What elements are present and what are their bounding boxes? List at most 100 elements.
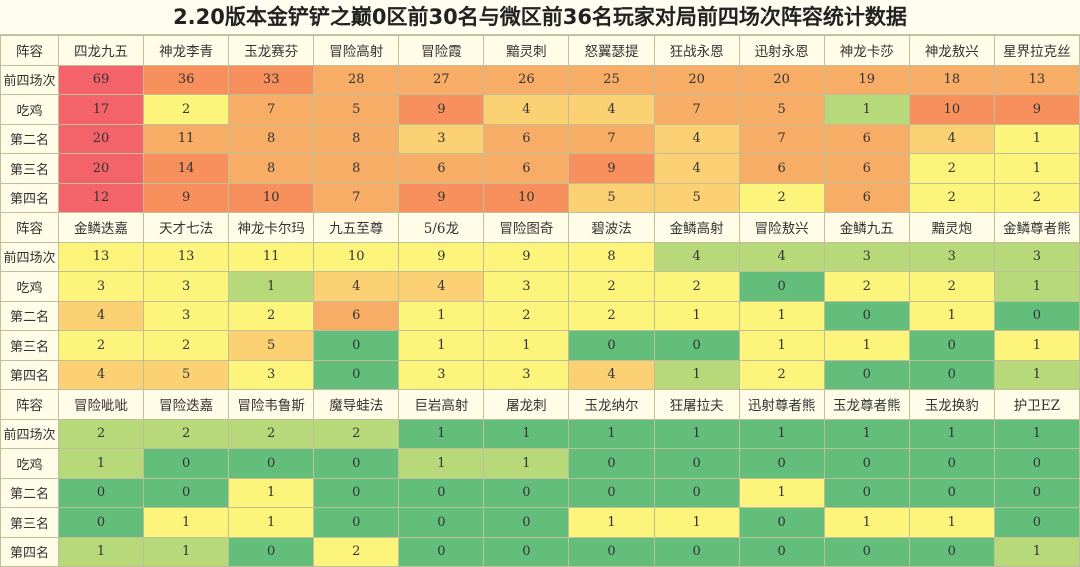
stat-cell: 20 — [57, 123, 145, 154]
stat-cell: 13 — [993, 64, 1080, 95]
stat-cell: 1 — [993, 271, 1080, 302]
stat-cell: 0 — [398, 536, 485, 567]
table-row: 前四场次 13 13 11 10 9 9 8 4 4 3 3 3 — [0, 241, 1080, 272]
stat-cell: 25 — [568, 64, 655, 95]
stat-cell: 1 — [228, 477, 315, 508]
stat-cell: 0 — [908, 448, 995, 479]
stat-cell: 6 — [738, 153, 825, 184]
table-row: 第三名 0 1 1 0 0 0 1 1 0 1 1 0 — [0, 507, 1080, 538]
stat-cell: 9 — [993, 94, 1080, 125]
stat-cell: 0 — [568, 477, 655, 508]
stat-cell: 0 — [313, 359, 400, 390]
stat-cell: 0 — [993, 477, 1080, 508]
stat-cell: 11 — [143, 123, 230, 154]
comp-name: 九五至尊 — [313, 212, 400, 243]
stat-cell: 3 — [57, 271, 145, 302]
stat-cell: 2 — [908, 271, 995, 302]
stat-cell: 18 — [908, 64, 995, 95]
stat-cell: 7 — [653, 94, 740, 125]
header-label: 阵容 — [0, 212, 59, 243]
stat-cell: 2 — [143, 418, 230, 449]
stat-cell: 9 — [143, 182, 230, 213]
stat-cell: 1 — [738, 300, 825, 331]
stat-cell: 3 — [483, 271, 570, 302]
stat-cell: 13 — [57, 241, 145, 272]
stat-cell: 0 — [228, 536, 315, 567]
stat-cell: 6 — [398, 153, 485, 184]
row-label: 前四场次 — [0, 418, 59, 449]
comp-name: 迅射尊者熊 — [738, 389, 825, 420]
stat-cell: 9 — [398, 182, 485, 213]
stat-cell: 0 — [143, 477, 230, 508]
stat-cell: 12 — [57, 182, 145, 213]
stat-cell: 1 — [993, 418, 1080, 449]
comp-name: 屠龙刺 — [483, 389, 570, 420]
stat-cell: 0 — [313, 448, 400, 479]
comp-name: 星界拉克丝 — [993, 35, 1080, 66]
comp-name: 黯灵炮 — [908, 212, 995, 243]
stat-cell: 0 — [738, 271, 825, 302]
stat-cell: 4 — [483, 94, 570, 125]
stat-cell: 6 — [483, 123, 570, 154]
stat-cell: 4 — [738, 241, 825, 272]
comp-name: 狂屠拉夫 — [653, 389, 740, 420]
stat-cell: 2 — [993, 182, 1080, 213]
row-label: 第二名 — [0, 477, 59, 508]
comp-name: 冒险图奇 — [483, 212, 570, 243]
table-row: 第四名 12 9 10 7 9 10 5 5 2 6 2 2 — [0, 182, 1080, 213]
stat-cell: 2 — [143, 94, 230, 125]
stat-cell: 2 — [738, 182, 825, 213]
stat-cell: 11 — [228, 241, 315, 272]
stat-cell: 6 — [823, 182, 910, 213]
comp-name: 冒险霞 — [398, 35, 485, 66]
comp-name: 神龙敖兴 — [908, 35, 995, 66]
table-row: 第二名 4 3 2 6 1 2 2 1 1 0 1 0 — [0, 300, 1080, 331]
stat-cell: 1 — [653, 359, 740, 390]
stat-cell: 28 — [313, 64, 400, 95]
comp-name: 冒险迭嘉 — [143, 389, 230, 420]
stat-cell: 27 — [398, 64, 485, 95]
page-title: 2.20版本金铲铲之巅0区前30名与微区前36名玩家对局前四场次阵容统计数据 — [0, 0, 1080, 35]
stat-cell: 10 — [908, 94, 995, 125]
row-label: 前四场次 — [0, 241, 59, 272]
table-row: 吃鸡 3 3 1 4 4 3 2 2 0 2 2 1 — [0, 271, 1080, 302]
stat-cell: 2 — [568, 271, 655, 302]
stat-cell: 3 — [398, 123, 485, 154]
stat-cell: 1 — [143, 536, 230, 567]
stat-cell: 8 — [228, 153, 315, 184]
stat-cell: 2 — [738, 359, 825, 390]
stat-cell: 1 — [993, 536, 1080, 567]
stat-cell: 1 — [653, 300, 740, 331]
stat-cell: 0 — [823, 536, 910, 567]
stat-cell: 9 — [398, 241, 485, 272]
stat-cell: 1 — [993, 123, 1080, 154]
stat-cell: 2 — [568, 300, 655, 331]
stat-cell: 8 — [228, 123, 315, 154]
table-row: 前四场次 2 2 2 2 1 1 1 1 1 1 1 1 — [0, 418, 1080, 449]
row-label: 第二名 — [0, 123, 59, 154]
stat-cell: 0 — [143, 448, 230, 479]
stat-cell: 4 — [568, 359, 655, 390]
stat-cell: 10 — [313, 241, 400, 272]
stat-cell: 3 — [398, 359, 485, 390]
stat-cell: 3 — [993, 241, 1080, 272]
table-row: 第三名 2 2 5 0 1 1 0 0 1 1 0 1 — [0, 330, 1080, 361]
stat-cell: 2 — [653, 271, 740, 302]
stat-cell: 1 — [908, 300, 995, 331]
stat-cell: 7 — [228, 94, 315, 125]
comp-name: 神龙李青 — [143, 35, 230, 66]
comp-name: 玉龙赛芬 — [228, 35, 315, 66]
row-label: 第二名 — [0, 300, 59, 331]
stat-cell: 0 — [908, 359, 995, 390]
comp-name: 金鳞九五 — [823, 212, 910, 243]
stat-cell: 1 — [228, 507, 315, 538]
stat-cell: 4 — [398, 271, 485, 302]
stat-cell: 17 — [57, 94, 145, 125]
stat-cell: 0 — [653, 330, 740, 361]
comp-name: 冒险高射 — [313, 35, 400, 66]
stat-cell: 0 — [313, 477, 400, 508]
comp-name: 玉龙尊者熊 — [823, 389, 910, 420]
stat-cell: 26 — [483, 64, 570, 95]
stat-cell: 1 — [398, 448, 485, 479]
stat-cell: 0 — [993, 300, 1080, 331]
